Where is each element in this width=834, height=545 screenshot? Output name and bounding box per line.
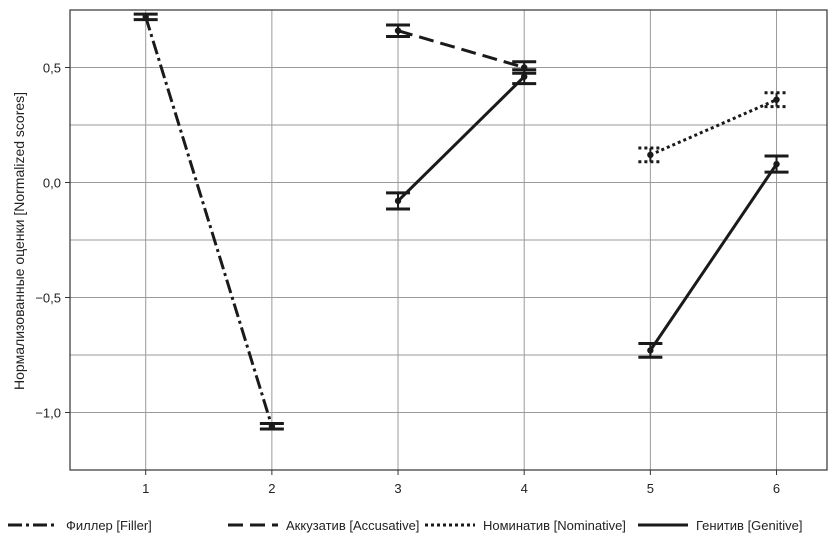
series-layer	[133, 12, 789, 431]
data-point	[521, 73, 528, 80]
x-tick-label: 5	[647, 481, 654, 496]
y-axis-title: Нормализованные оценки [Normalized score…	[11, 92, 27, 390]
x-tick-label: 4	[521, 481, 528, 496]
y-tick-label: −1,0	[35, 406, 61, 421]
x-tick-label: 1	[142, 481, 149, 496]
data-point	[647, 347, 654, 354]
series-line	[396, 75, 526, 202]
legend-label-1: Филлер [Filler]	[66, 518, 152, 533]
data-point	[773, 96, 780, 103]
series-line	[397, 29, 525, 69]
legend-label-2: Аккузатив [Accusative]	[286, 518, 419, 533]
series-line	[144, 16, 274, 427]
y-tick-label: 0,0	[43, 176, 61, 191]
data-point	[773, 160, 780, 168]
x-tick-label: 3	[394, 481, 401, 496]
series-line	[649, 98, 778, 157]
data-point	[647, 151, 654, 159]
series-line	[649, 163, 778, 352]
legend: Филлер [Filler] Аккузатив [Accusative] Ном…	[8, 518, 803, 533]
x-tick-label: 2	[268, 481, 275, 496]
data-point	[394, 197, 402, 205]
x-axis: 1 2 3 4 5 6	[142, 470, 780, 496]
series-2	[386, 23, 537, 75]
series-1	[133, 12, 284, 431]
plot-frame	[69, 9, 828, 471]
legend-label-4: Генитив [Genitive]	[696, 518, 803, 533]
y-tick-label: 0,5	[43, 61, 61, 76]
series-3	[638, 91, 789, 164]
legend-label-3: Номинатив [Nominative]	[483, 518, 626, 533]
data-point	[268, 423, 276, 430]
grid	[70, 10, 827, 470]
x-tick-label: 6	[773, 481, 780, 496]
y-tick-label: −0,5	[35, 291, 61, 306]
data-point	[394, 27, 402, 34]
series-4	[386, 68, 789, 359]
data-point	[142, 13, 149, 21]
y-axis: −1,0 −0,5 0,0 0,5	[35, 61, 70, 421]
